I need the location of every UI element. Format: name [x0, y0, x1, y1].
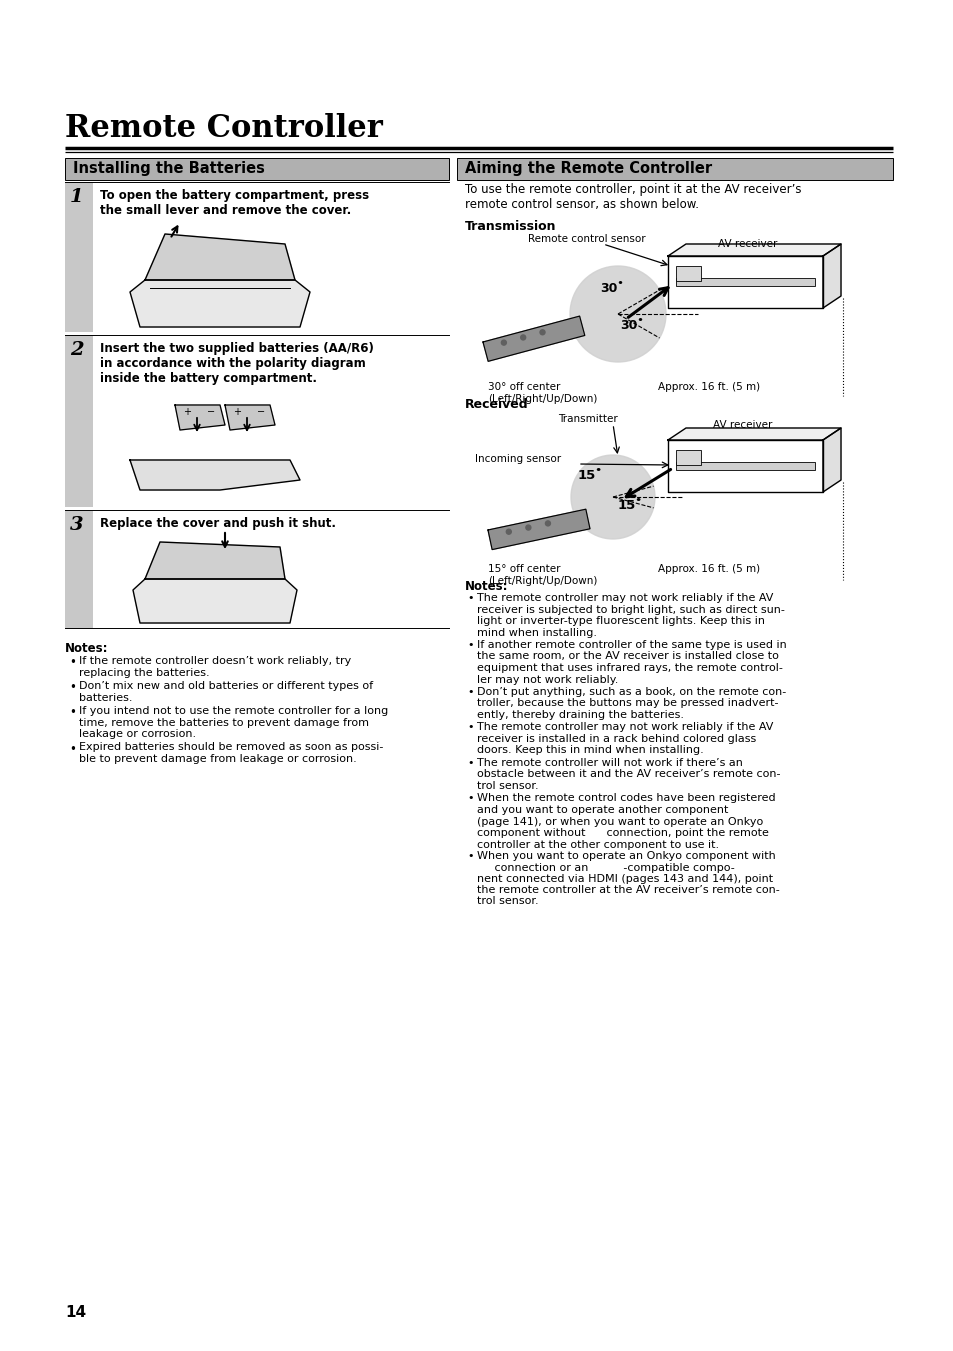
Bar [65, 509, 92, 628]
Text: To open the battery compartment, press
the small lever and remove the cover.: To open the battery compartment, press t… [100, 189, 369, 218]
Text: 30° off center
(Left/Right/Up/Down): 30° off center (Left/Right/Up/Down) [488, 382, 597, 404]
Text: The remote controller may not work reliably if the AV
receiver is subjected to b: The remote controller may not work relia… [476, 593, 784, 638]
Bar [676, 462, 814, 470]
Circle shape [520, 335, 525, 340]
Circle shape [501, 340, 506, 345]
Text: 15˚: 15˚ [578, 469, 602, 482]
Text: +: + [233, 407, 241, 417]
Text: •: • [467, 723, 473, 732]
Text: •: • [467, 640, 473, 650]
Text: −: − [256, 407, 265, 417]
Text: Incoming sensor: Incoming sensor [475, 454, 560, 463]
Text: Remote control sensor: Remote control sensor [527, 234, 645, 245]
Text: •: • [467, 758, 473, 767]
Circle shape [569, 266, 665, 362]
Polygon shape [667, 245, 841, 255]
Text: If another remote controller of the same type is used in
the same room, or the A: If another remote controller of the same… [476, 640, 786, 685]
Text: 2: 2 [70, 340, 84, 359]
Text: The remote controller will not work if there’s an
obstacle between it and the AV: The remote controller will not work if t… [476, 758, 780, 790]
Polygon shape [130, 280, 310, 327]
Bar [676, 450, 700, 465]
Polygon shape [488, 509, 589, 550]
Polygon shape [132, 580, 296, 623]
Text: •: • [467, 593, 473, 603]
Polygon shape [130, 459, 299, 490]
Text: Approx. 16 ft. (5 m): Approx. 16 ft. (5 m) [658, 563, 760, 574]
Text: Notes:: Notes: [464, 580, 508, 593]
Text: AV receiver: AV receiver [712, 420, 772, 430]
Text: •: • [69, 657, 76, 669]
Circle shape [571, 455, 655, 539]
Polygon shape [822, 245, 841, 308]
Polygon shape [667, 440, 822, 492]
Text: When you want to operate an Onkyo component with: When you want to operate an Onkyo compon… [476, 851, 775, 862]
Text: Approx. 16 ft. (5 m): Approx. 16 ft. (5 m) [658, 382, 760, 392]
Circle shape [525, 526, 530, 530]
Polygon shape [667, 428, 841, 440]
Text: To use the remote controller, point it at the AV receiver’s
remote control senso: To use the remote controller, point it a… [464, 182, 801, 211]
Text: •: • [69, 707, 76, 719]
Bar [65, 158, 449, 180]
Text: +: + [183, 407, 191, 417]
Text: Replace the cover and push it shut.: Replace the cover and push it shut. [100, 517, 335, 530]
Text: AV receiver: AV receiver [718, 239, 777, 249]
Text: Transmitter: Transmitter [558, 413, 618, 424]
Text: If you intend not to use the remote controller for a long
time, remove the batte: If you intend not to use the remote cont… [79, 707, 388, 739]
Text: •: • [69, 681, 76, 694]
Text: −: − [207, 407, 214, 417]
Text: Don’t mix new and old batteries or different types of
batteries.: Don’t mix new and old batteries or diffe… [79, 681, 373, 703]
Bar [65, 182, 92, 332]
Polygon shape [145, 542, 285, 580]
Circle shape [539, 330, 544, 335]
Text: •: • [467, 793, 473, 804]
Text: When the remote control codes have been registered
and you want to operate anoth: When the remote control codes have been … [476, 793, 775, 850]
Text: If the remote controller doesn’t work reliably, try
replacing the batteries.: If the remote controller doesn’t work re… [79, 657, 351, 678]
Bar [676, 278, 814, 286]
Text: 3: 3 [70, 516, 84, 534]
Text: Received: Received [464, 399, 528, 411]
Polygon shape [174, 405, 225, 430]
Bar [65, 335, 92, 507]
Text: 15˚: 15˚ [618, 499, 642, 512]
Polygon shape [482, 316, 584, 361]
Text: 15° off center
(Left/Right/Up/Down): 15° off center (Left/Right/Up/Down) [488, 563, 597, 585]
Text: Transmission: Transmission [464, 220, 556, 232]
Text: Don’t put anything, such as a book, on the remote con-
troller, because the butt: Don’t put anything, such as a book, on t… [476, 686, 785, 720]
Text: Remote Controller: Remote Controller [65, 113, 382, 145]
Text: 30˚: 30˚ [599, 282, 623, 295]
Text: •: • [467, 851, 473, 862]
Text: •: • [467, 686, 473, 697]
Text: The remote controller may not work reliably if the AV
receiver is installed in a: The remote controller may not work relia… [476, 723, 773, 755]
Text: 14: 14 [65, 1305, 86, 1320]
Text: Aiming the Remote Controller: Aiming the Remote Controller [464, 161, 711, 176]
Text: •: • [69, 743, 76, 755]
Text: nent connected via HDMI (pages 143 and 144), point: nent connected via HDMI (pages 143 and 1… [476, 874, 772, 884]
Text: 1: 1 [70, 188, 84, 205]
Polygon shape [145, 234, 294, 280]
Polygon shape [225, 405, 274, 430]
Polygon shape [822, 428, 841, 492]
Text: Expired batteries should be removed as soon as possi-
ble to prevent damage from: Expired batteries should be removed as s… [79, 743, 383, 765]
Circle shape [545, 521, 550, 526]
Text: the remote controller at the AV receiver’s remote con-: the remote controller at the AV receiver… [476, 885, 779, 894]
Polygon shape [667, 255, 822, 308]
Text: connection or an          -compatible compo-: connection or an -compatible compo- [476, 862, 734, 873]
Text: 30˚: 30˚ [619, 319, 643, 332]
Text: trol sensor.: trol sensor. [476, 896, 538, 907]
Bar [676, 266, 700, 281]
Bar [456, 158, 892, 180]
Circle shape [506, 530, 511, 534]
Text: Notes:: Notes: [65, 642, 109, 655]
Text: Insert the two supplied batteries (AA/R6)
in accordance with the polarity diagra: Insert the two supplied batteries (AA/R6… [100, 342, 374, 385]
Text: Installing the Batteries: Installing the Batteries [73, 161, 265, 176]
